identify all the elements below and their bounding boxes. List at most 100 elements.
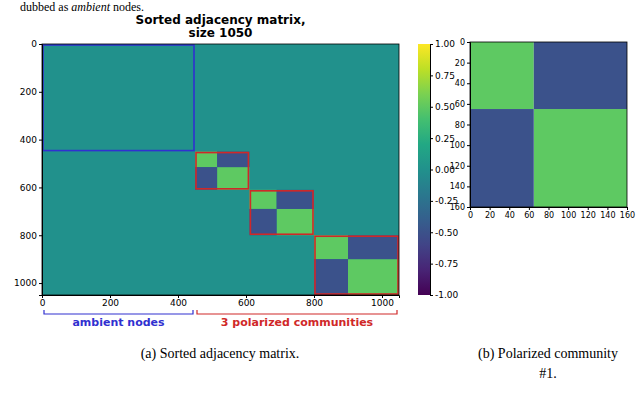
tick-mark — [467, 104, 470, 105]
tick-mark — [529, 207, 530, 210]
matrix-block — [348, 259, 399, 295]
axis-line — [39, 45, 43, 296]
tick-mark — [467, 186, 470, 187]
tick-label: 160 — [620, 211, 635, 220]
tick-mark — [509, 207, 510, 210]
tick-label: 100 — [450, 141, 465, 150]
tick: 160 — [620, 207, 635, 220]
tick-mark — [39, 44, 42, 45]
matrix-block — [249, 190, 276, 209]
tick-label: -1.00 — [435, 290, 459, 300]
matrix-block — [277, 190, 314, 209]
highlight-box — [315, 236, 398, 294]
tick-mark — [430, 264, 433, 265]
x-axis: 020406080100120140160 — [468, 207, 635, 220]
tick: 40 — [455, 79, 470, 88]
tick: 60 — [455, 100, 470, 109]
tick-mark — [490, 207, 491, 210]
bracket — [44, 310, 193, 314]
tick: 0 — [460, 38, 470, 47]
annotation: ambient nodes — [72, 316, 165, 329]
tick: 140 — [450, 182, 470, 191]
tick-label: 200 — [20, 87, 37, 97]
tick-label: 0 — [468, 211, 473, 220]
tick-label: 600 — [20, 183, 37, 193]
tick-mark — [467, 63, 470, 64]
axis-line — [43, 296, 400, 299]
plot-area — [42, 44, 399, 295]
tick-label: 140 — [600, 211, 615, 220]
tick-mark — [430, 201, 433, 202]
tick: 200 — [102, 295, 119, 308]
matrix-block — [314, 259, 348, 295]
tick-label: -0.50 — [435, 228, 459, 238]
matrix-block — [42, 44, 399, 295]
tick: 1000 — [14, 278, 42, 288]
tick: 800 — [20, 231, 42, 241]
tick-mark — [39, 140, 42, 141]
tick-label: 400 — [20, 135, 37, 145]
tick-mark — [588, 207, 589, 210]
tick: 800 — [306, 295, 323, 308]
header-part: ambient — [71, 0, 110, 14]
tick: 200 — [20, 87, 42, 97]
tick-mark — [607, 207, 608, 210]
tick-label: 0.50 — [435, 102, 455, 112]
matrix-block — [534, 42, 627, 109]
figure: dubbed as ambient nodes.0200400600800100… — [0, 0, 640, 401]
tick: 20 — [485, 207, 495, 220]
tick: 60 — [524, 207, 534, 220]
tick-label: 600 — [238, 298, 255, 308]
header-part: nodes. — [110, 0, 144, 14]
colorbar — [418, 44, 430, 295]
tick-label: 40 — [505, 211, 515, 220]
tick-label: 120 — [581, 211, 596, 220]
tick: 0 — [31, 39, 42, 49]
tick-mark — [467, 145, 470, 146]
chart-title-line: size 1050 — [189, 26, 253, 40]
tick: 600 — [238, 295, 255, 308]
tick: -0.50 — [430, 228, 459, 238]
tick: -1.00 — [430, 290, 459, 300]
tick: 80 — [544, 207, 554, 220]
tick-mark — [549, 207, 550, 210]
plot-frame — [42, 44, 399, 295]
tick-label: 160 — [450, 203, 465, 212]
tick-label: 1000 — [371, 298, 394, 308]
chart-title-line: Sorted adjacency matrix, — [136, 13, 306, 27]
matrix-block — [217, 167, 249, 190]
tick: 140 — [600, 207, 615, 220]
tick-label: 0 — [40, 298, 46, 308]
tick-label: 20 — [455, 59, 465, 68]
tick-mark — [467, 125, 470, 126]
tick: 0 — [468, 207, 473, 220]
tick-mark — [627, 207, 628, 210]
tick-mark — [39, 92, 42, 93]
tick-mark — [467, 207, 470, 208]
tick: 1.00 — [430, 39, 455, 49]
matrix-block — [534, 109, 627, 207]
plot-frame — [470, 42, 627, 207]
tick-mark — [467, 83, 470, 84]
plot-area — [470, 42, 627, 207]
tick: 0.50 — [430, 102, 455, 112]
highlight-box — [250, 191, 313, 234]
matrix-block — [195, 167, 217, 190]
tick: 0.75 — [430, 71, 455, 81]
tick-mark — [467, 42, 470, 43]
tick-mark — [430, 138, 433, 139]
tick: 0 — [40, 295, 46, 308]
figure-svg: dubbed as ambient nodes.0200400600800100… — [0, 0, 640, 401]
matrix-block — [195, 152, 217, 168]
tick-mark — [568, 207, 569, 210]
axis-line — [467, 43, 471, 208]
tick-mark — [430, 170, 433, 171]
tick: 120 — [581, 207, 596, 220]
tick-label: 800 — [306, 298, 323, 308]
tick-mark — [430, 232, 433, 233]
y-axis: 0 200 400 600 800 1000 — [14, 39, 42, 295]
axis-line — [471, 208, 628, 211]
tick-mark — [39, 235, 42, 236]
tick-mark — [467, 166, 470, 167]
tick: 400 — [20, 135, 42, 145]
